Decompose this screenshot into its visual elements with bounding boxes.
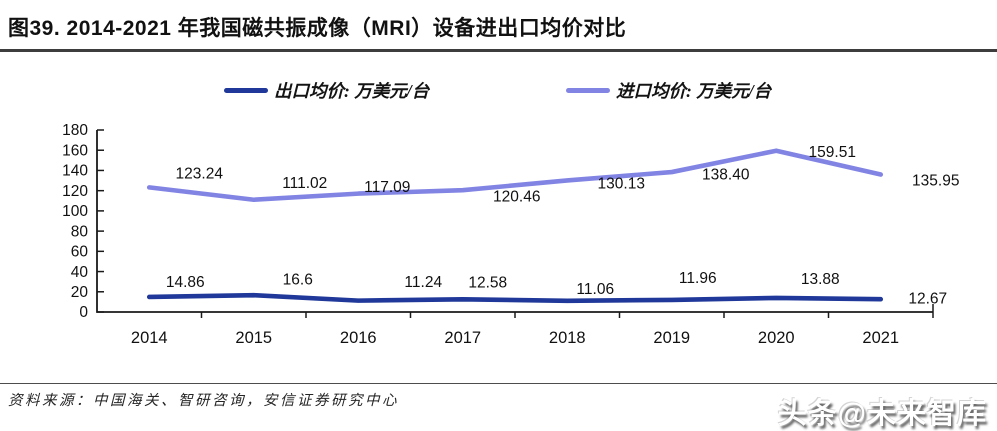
x-category-label: 2017 <box>444 329 481 347</box>
y-tick-label: 140 <box>62 163 88 180</box>
title-rule <box>0 49 997 52</box>
x-category-label: 2016 <box>340 329 377 347</box>
x-category-label: 2020 <box>758 329 795 347</box>
data-label: 16.6 <box>283 271 313 288</box>
data-label: 14.86 <box>166 274 205 291</box>
y-tick-label: 160 <box>62 142 88 159</box>
data-label: 120.46 <box>493 188 540 205</box>
figure-title: 图39. 2014-2021 年我国磁共振成像（MRI）设备进出口均价对比 <box>8 17 627 40</box>
data-label: 123.24 <box>176 166 224 183</box>
data-label: 13.88 <box>801 271 840 288</box>
source-text: 资料来源：中国海关、智研咨询，安信证券研究中心 <box>8 393 399 409</box>
data-label: 159.51 <box>809 144 856 161</box>
x-category-label: 2019 <box>653 329 690 347</box>
chart-legend: 出口均价: 万美元/台 进口均价: 万美元/台 <box>0 76 997 104</box>
data-label: 11.06 <box>576 281 614 298</box>
data-label: 135.95 <box>912 173 959 190</box>
data-label: 111.02 <box>282 175 327 192</box>
data-label: 117.09 <box>364 179 410 196</box>
x-category-label: 2015 <box>235 329 272 347</box>
legend-label-import: 进口均价: 万美元/台 <box>616 80 772 101</box>
import-price-line <box>146 148 884 203</box>
export-price-line <box>146 292 884 304</box>
data-label: 12.67 <box>908 290 947 307</box>
data-label: 11.96 <box>679 270 717 287</box>
x-category-label: 2021 <box>862 329 899 347</box>
y-tick-label: 120 <box>62 183 88 200</box>
legend-label-export: 出口均价: 万美元/台 <box>274 80 430 101</box>
data-label: 138.40 <box>702 166 750 183</box>
export-line-swatch <box>224 87 268 93</box>
data-label: 12.58 <box>468 274 507 291</box>
y-tick-label: 60 <box>71 244 89 261</box>
watermark: 头条@未来智库 <box>777 398 987 430</box>
y-tick-label: 40 <box>71 264 89 281</box>
y-tick-label: 180 <box>62 122 88 139</box>
source-rule <box>0 383 997 385</box>
y-tick-label: 100 <box>62 203 88 220</box>
legend-item-export: 出口均价: 万美元/台 <box>224 76 429 104</box>
y-tick-label: 0 <box>79 304 88 321</box>
import-line-swatch <box>566 87 610 93</box>
data-label: 11.24 <box>404 274 442 291</box>
data-label: 130.13 <box>598 176 645 193</box>
x-category-label: 2014 <box>131 329 168 347</box>
y-tick-label: 20 <box>71 284 89 301</box>
x-category-label: 2018 <box>549 329 586 347</box>
legend-item-import: 进口均价: 万美元/台 <box>566 76 771 104</box>
y-tick-label: 80 <box>71 223 89 240</box>
